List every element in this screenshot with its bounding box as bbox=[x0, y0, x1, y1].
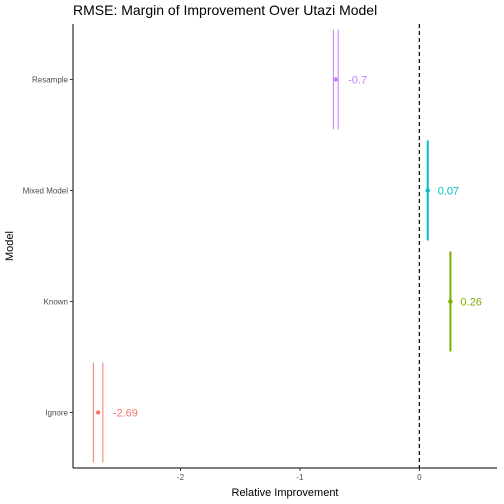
y-tick-label: Known bbox=[44, 298, 68, 307]
x-tick-label: -2 bbox=[177, 473, 185, 482]
data-point bbox=[333, 77, 338, 82]
data-label: 0.07 bbox=[438, 186, 459, 198]
data-label: -0.7 bbox=[348, 75, 367, 87]
x-ticks: -2 -1 0 bbox=[177, 468, 422, 482]
series-known: 0.26 bbox=[448, 251, 482, 352]
y-axis-title: Model bbox=[4, 231, 16, 261]
data-point bbox=[448, 299, 453, 304]
series-mixed-model: 0.07 bbox=[425, 140, 459, 241]
data-point bbox=[95, 410, 101, 415]
y-tick-label: Resample bbox=[32, 76, 69, 85]
y-tick-label: Ignore bbox=[45, 409, 68, 418]
x-tick-label: 0 bbox=[417, 473, 422, 482]
data-label: -2.69 bbox=[113, 408, 138, 420]
series-resample: -0.7 bbox=[332, 29, 367, 130]
data-point bbox=[425, 188, 430, 193]
data-label: 0.26 bbox=[460, 297, 481, 309]
x-axis-title: Relative Improvement bbox=[232, 487, 339, 499]
plot-area: -0.7 0.07 0.26 -2.69 bbox=[92, 24, 482, 468]
chart-title: RMSE: Margin of Improvement Over Utazi M… bbox=[73, 2, 377, 18]
y-ticks: Resample Mixed Model Known Ignore bbox=[23, 76, 73, 418]
x-tick-label: -1 bbox=[296, 473, 304, 482]
series-ignore: -2.69 bbox=[92, 362, 138, 463]
y-tick-label: Mixed Model bbox=[23, 187, 69, 196]
